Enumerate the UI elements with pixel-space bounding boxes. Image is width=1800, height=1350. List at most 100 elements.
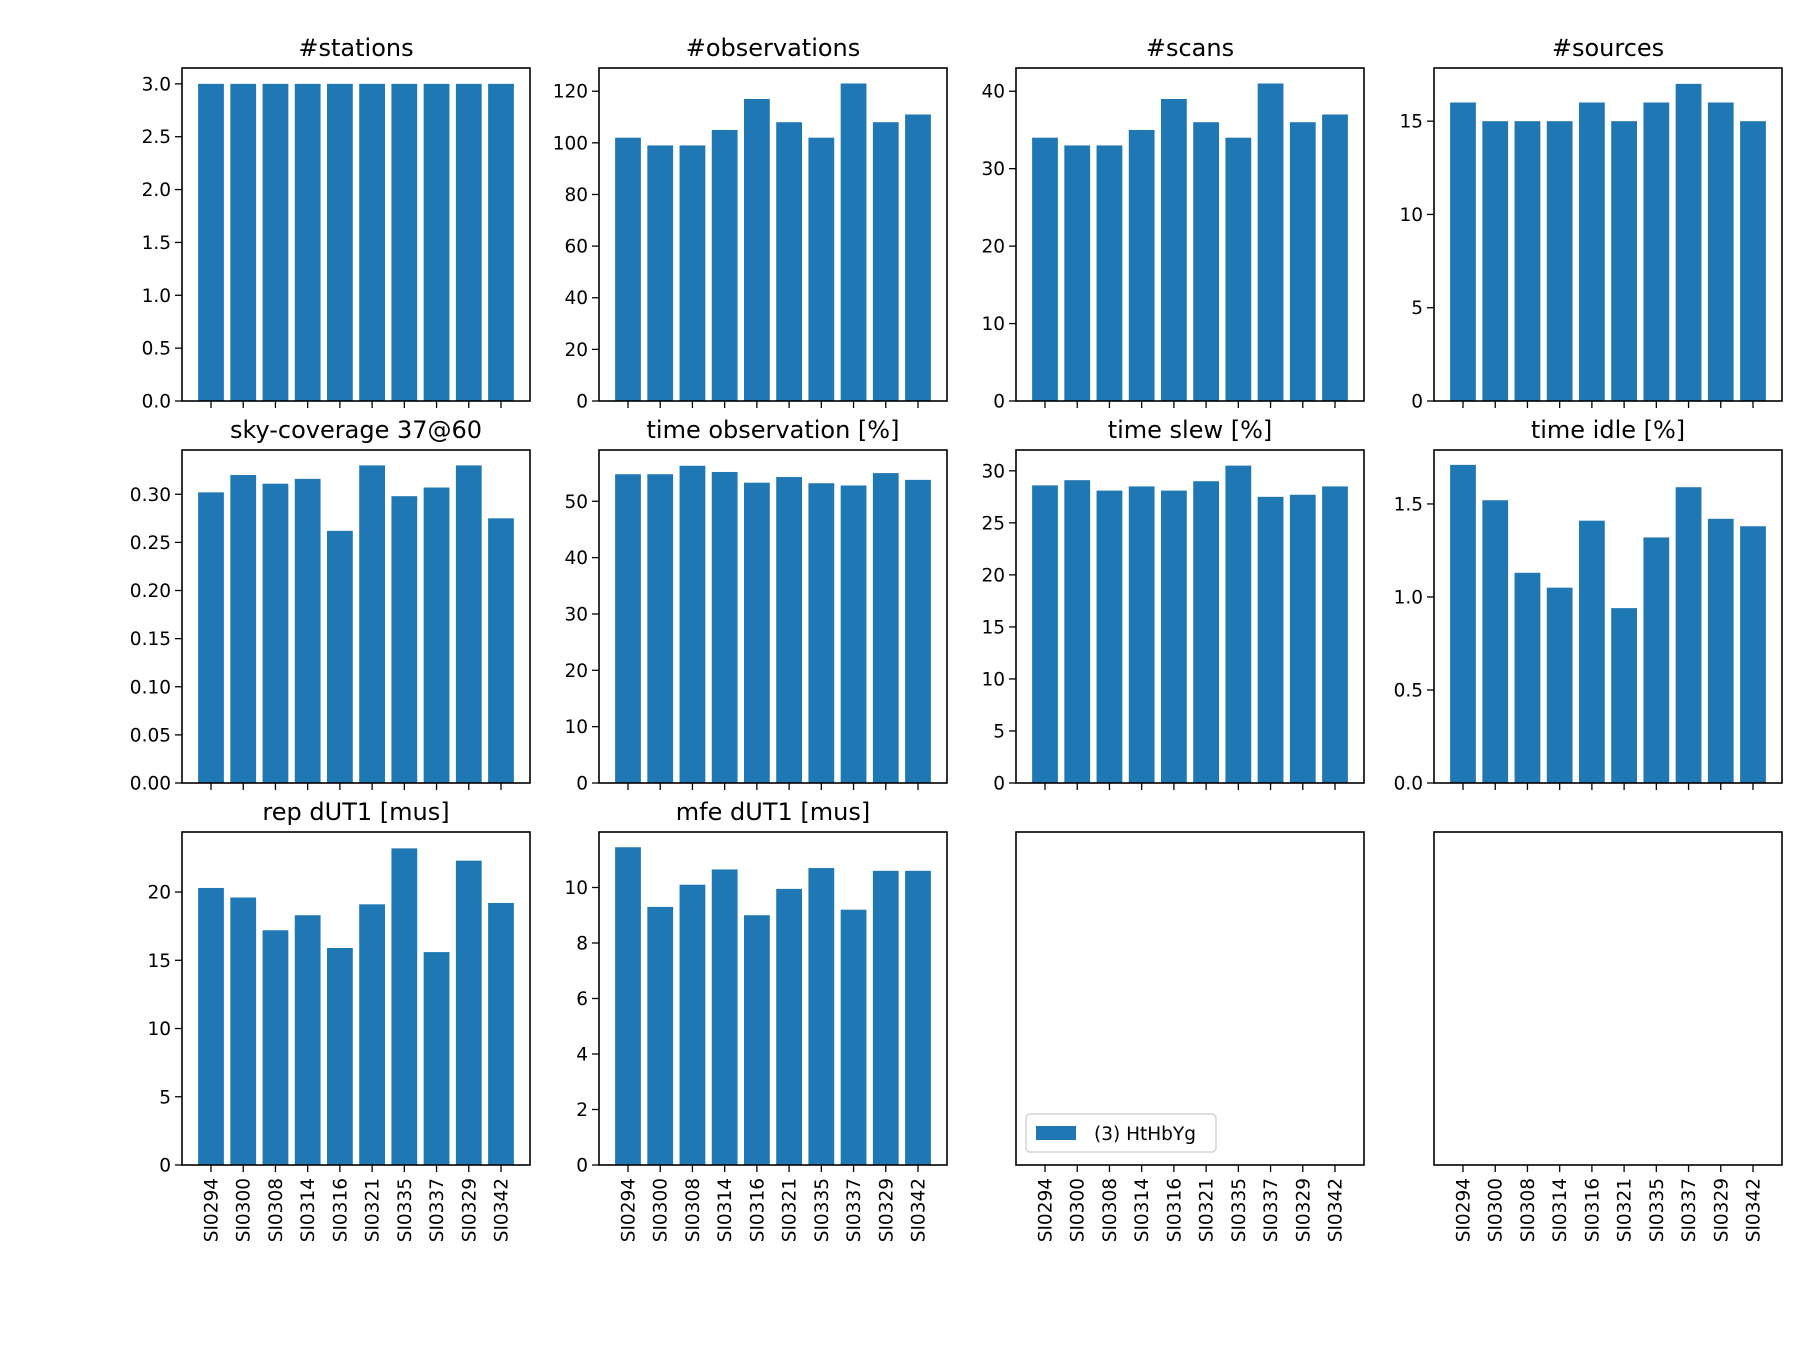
y-tick-label: 20 — [147, 883, 171, 904]
subplot-title: mfe dUT1 [mus] — [676, 798, 870, 826]
bar-SI0335 — [391, 83, 418, 402]
bar-SI0308 — [1096, 145, 1123, 401]
bar-SI0342 — [905, 114, 931, 401]
bar-SI0329 — [872, 473, 899, 783]
bar-SI0337 — [840, 83, 867, 402]
x-tick-label: SI0314 — [1132, 1178, 1153, 1242]
y-tick-label: 60 — [564, 237, 588, 258]
y-tick-label: 0 — [1411, 392, 1423, 413]
x-tick-label: SI0294 — [202, 1178, 223, 1242]
y-tick-label: 15 — [1399, 112, 1423, 133]
y-tick-label: 10 — [981, 314, 1005, 335]
bar-SI0335 — [808, 868, 835, 1165]
y-tick-label: 1.0 — [142, 286, 171, 307]
y-tick-label: 8 — [576, 934, 588, 955]
y-tick-label: 0.10 — [130, 677, 171, 698]
y-tick-label: 30 — [981, 159, 1005, 180]
bar-SI0321 — [359, 83, 385, 402]
bar-SI0337 — [840, 909, 867, 1165]
bar-SI0337 — [1257, 496, 1284, 783]
bar-SI0308 — [679, 884, 706, 1165]
bar-SI0337 — [840, 485, 867, 783]
bar-SI0314 — [1546, 121, 1573, 402]
y-tick-label: 15 — [981, 617, 1005, 638]
bar-SI0300 — [1064, 145, 1091, 401]
bar-SI0314 — [294, 915, 321, 1165]
y-tick-label: 20 — [564, 340, 588, 361]
y-tick-label: 0.5 — [1394, 680, 1423, 701]
subplot-11: SI0294 SI0300 SI0308 SI0314 SI0316 SI0321 SI03… — [1015, 831, 1365, 1242]
bar-SI0308 — [679, 465, 706, 783]
axes-frame — [1015, 831, 1365, 1166]
bar-SI0308 — [262, 83, 289, 402]
y-tick-label: 15 — [147, 951, 171, 972]
bar-SI0316 — [1161, 490, 1187, 783]
y-tick-label: 0.0 — [1394, 774, 1423, 795]
subplot-title: #scans — [1146, 34, 1234, 62]
axes-frame — [181, 831, 531, 1166]
bar-SI0335 — [1225, 465, 1252, 783]
subplot-title: #stations — [298, 34, 413, 62]
bar-SI0321 — [359, 904, 385, 1165]
bar-SI0316 — [327, 83, 353, 402]
bar-SI0329 — [1707, 102, 1734, 401]
bar-SI0314 — [711, 869, 738, 1165]
bar-SI0300 — [647, 145, 674, 401]
x-tick-label: SI0337 — [1261, 1178, 1282, 1242]
y-tick-label: 5 — [1411, 298, 1423, 319]
x-tick-label: SI0321 — [363, 1178, 384, 1242]
bar-SI0314 — [711, 471, 738, 783]
x-tick-label: SI0337 — [427, 1178, 448, 1242]
bar-SI0329 — [455, 465, 482, 783]
bar-SI0314 — [294, 83, 321, 402]
bar-SI0337 — [423, 952, 450, 1165]
y-tick-label: 10 — [564, 717, 588, 738]
y-tick-label: 0 — [993, 392, 1005, 413]
x-tick-label: SI0294 — [619, 1178, 640, 1242]
bar-SI0335 — [391, 848, 418, 1165]
x-tick-label: SI0314 — [715, 1178, 736, 1242]
bar-SI0308 — [262, 483, 289, 783]
x-tick-label: SI0308 — [1100, 1178, 1121, 1242]
bar-SI0337 — [1257, 83, 1284, 402]
x-tick-label: SI0321 — [1197, 1178, 1218, 1242]
y-tick-label: 40 — [564, 288, 588, 309]
bar-SI0300 — [1064, 480, 1091, 783]
bar-SI0294 — [198, 83, 224, 402]
bar-SI0342 — [1322, 114, 1348, 401]
x-tick-label: SI0335 — [812, 1178, 833, 1242]
bar-SI0342 — [1322, 486, 1348, 783]
subplot-title: time slew [%] — [1108, 416, 1273, 444]
x-tick-label: SI0308 — [1518, 1178, 1539, 1242]
subplot-title: time observation [%] — [647, 416, 900, 444]
bar-SI0294 — [1450, 464, 1476, 783]
x-tick-label: SI0316 — [1164, 1178, 1185, 1242]
bar-SI0337 — [1675, 83, 1702, 402]
x-tick-label: SI0329 — [459, 1178, 480, 1242]
bar-SI0314 — [1128, 129, 1155, 401]
subplot-4: 0 5 10 15 #sources — [1399, 34, 1783, 413]
y-tick-label: 5 — [159, 1087, 171, 1108]
y-tick-label: 0.05 — [130, 725, 171, 746]
x-tick-label: SI0335 — [395, 1178, 416, 1242]
bar-SI0321 — [776, 888, 802, 1165]
x-tick-label: SI0314 — [298, 1178, 319, 1242]
subplot-8: 0.0 0.5 1.0 1.5 time idle [%] — [1394, 416, 1783, 795]
bar-SI0314 — [1546, 587, 1573, 783]
x-tick-label: SI0342 — [492, 1178, 513, 1242]
legend-label: (3) HtHbYg — [1094, 1124, 1196, 1145]
axes-frame — [1433, 449, 1783, 784]
x-tick-label: SI0342 — [909, 1178, 930, 1242]
x-tick-label: SI0342 — [1744, 1178, 1765, 1242]
bar-SI0294 — [1032, 485, 1058, 783]
bar-SI0300 — [230, 475, 257, 783]
subplot-title: rep dUT1 [mus] — [262, 798, 449, 826]
y-tick-label: 0 — [576, 392, 588, 413]
subplot-title: sky-coverage 37@60 — [230, 416, 482, 444]
bar-SI0316 — [327, 948, 353, 1165]
bar-SI0321 — [1611, 121, 1637, 402]
x-tick-label: SI0308 — [683, 1178, 704, 1242]
x-tick-label: SI0294 — [1454, 1178, 1475, 1242]
y-tick-label: 2.5 — [142, 127, 171, 148]
